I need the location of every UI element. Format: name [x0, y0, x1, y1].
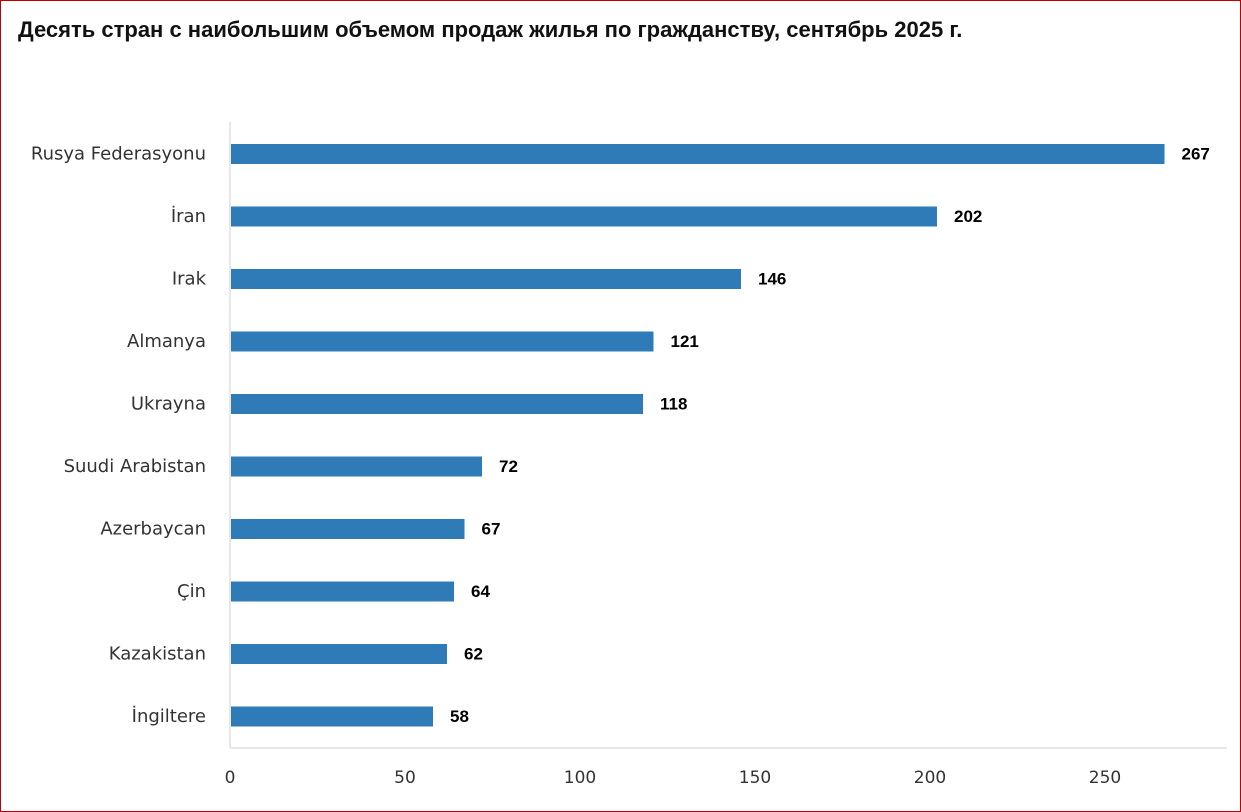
data-label: 72 — [499, 457, 518, 476]
value-labels: 267 202 146 121 118 72 67 64 62 58 — [450, 145, 1210, 727]
category-label: Suudi Arabistan — [64, 456, 206, 477]
bar — [231, 581, 454, 602]
bar — [231, 519, 465, 539]
data-label: 62 — [464, 645, 483, 664]
category-label: Irak — [172, 269, 207, 290]
x-tick-label: 200 — [914, 768, 946, 788]
x-tick-label: 150 — [739, 768, 771, 788]
category-label: Ukrayna — [131, 394, 206, 415]
data-label: 267 — [1182, 145, 1210, 164]
bar-series — [231, 144, 1165, 727]
bar — [231, 644, 447, 664]
category-label: Rusya Federasyonu — [31, 144, 206, 165]
category-label: Çin — [177, 581, 206, 602]
x-tick-labels: 0 50 100 150 200 250 — [225, 768, 1122, 788]
bar — [231, 394, 643, 414]
x-tick-label: 50 — [394, 768, 416, 788]
category-label: Azerbaycan — [100, 519, 206, 540]
x-tick-label: 0 — [225, 768, 236, 788]
bar — [231, 706, 433, 727]
data-label: 58 — [450, 707, 469, 726]
data-label: 67 — [482, 520, 501, 539]
chart-title: Десять стран с наибольшим объемом продаж… — [18, 17, 963, 42]
category-labels: Rusya Federasyonu İran Irak Almanya Ukrayna S… — [31, 144, 207, 728]
bar — [231, 144, 1165, 164]
category-label: Kazakistan — [109, 644, 206, 665]
data-label: 121 — [671, 332, 699, 351]
bar — [231, 269, 741, 289]
category-label: İran — [171, 206, 206, 227]
category-label: İngiltere — [132, 706, 206, 727]
data-label: 146 — [758, 270, 786, 289]
data-label: 64 — [471, 582, 490, 601]
x-tick-label: 100 — [564, 768, 596, 788]
data-label: 202 — [954, 207, 982, 226]
data-label: 118 — [660, 395, 687, 414]
bar — [231, 456, 482, 477]
bar — [231, 331, 654, 352]
chart-axes — [229, 122, 1227, 749]
x-tick-label: 250 — [1089, 768, 1121, 788]
category-label: Almanya — [127, 331, 206, 352]
bar — [231, 206, 937, 227]
